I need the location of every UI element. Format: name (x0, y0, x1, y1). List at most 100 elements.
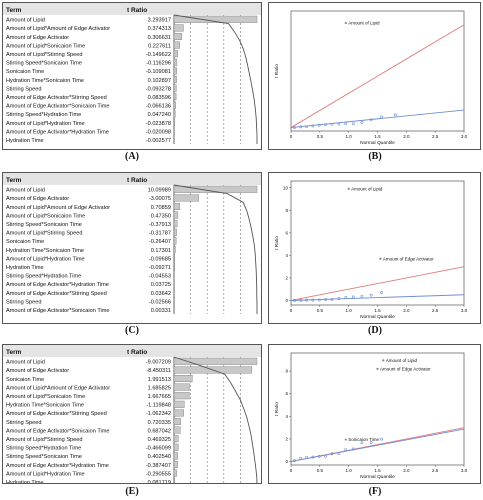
pareto-term-label: Sonicaion Time (6, 239, 44, 245)
pareto-term-label: Amount of Edge Activator*Sonicaion Time (6, 428, 110, 434)
red-reference-line (290, 24, 465, 128)
pareto-term-label: Amount of Edge Activator (6, 35, 69, 41)
pareto-value-label: -0.116296 (146, 61, 171, 67)
pareto-value-label: -0.04553 (149, 274, 171, 280)
pareto-bar (173, 41, 180, 49)
pareto-term-label: Hydration Time*Sonicaion Time (6, 248, 84, 254)
pareto-bar (173, 24, 184, 32)
pareto-value-label: -0.387407 (146, 463, 171, 469)
pareto-bar (173, 118, 175, 126)
pareto-value-label: 0.402540 (148, 454, 171, 460)
pareto-bar (173, 136, 175, 144)
pareto-value-label: 10.09989 (148, 188, 171, 194)
data-point (299, 298, 303, 302)
data-point (337, 297, 341, 300)
pareto-bar (173, 288, 175, 296)
pareto-bar (173, 263, 175, 271)
pareto-term-label: Sonicaion Time (6, 377, 44, 383)
pareto-chart-a: Term t Ratio Amount of Lipid 3.293917 Amount… (3, 3, 261, 144)
pareto-bar (173, 15, 258, 23)
x-tick-label: 3.0 (461, 134, 468, 139)
data-point (317, 454, 321, 458)
x-tick-label: 1.5 (374, 468, 381, 473)
data-point (293, 299, 296, 302)
pareto-term-label: Amount of Lipid*Hydration Time (6, 256, 85, 262)
normal-plot-panel-b: 0 0.5 1.0 1.5 2.0 2.5 3.0 Normal Quantile t Rati… (268, 2, 481, 150)
pareto-bar (173, 443, 179, 451)
pareto-bar (173, 435, 179, 443)
x-tick-label: 0.5 (317, 308, 324, 313)
x-tick-label: 2.5 (432, 134, 439, 139)
pareto-value-label: 0.70859 (151, 205, 171, 211)
pareto-term-label: Hydration Time (6, 138, 44, 144)
pareto-value-label: -0.466099 (146, 446, 171, 452)
pareto-bar (173, 478, 175, 483)
pareto-bar (173, 93, 177, 101)
caption-c: (C) (125, 325, 139, 336)
pareto-value-label: 1.991513 (148, 377, 171, 383)
plot-frame (290, 180, 465, 306)
data-point (330, 297, 334, 301)
data-point (380, 291, 383, 294)
point-annotation: Amount of Lipid (386, 358, 418, 363)
y-axis-label: t Ratio (274, 236, 280, 250)
pareto-bar (173, 75, 177, 83)
data-point (351, 122, 355, 125)
data-point (380, 115, 383, 119)
data-point (305, 125, 308, 129)
x-tick-label: 0.5 (317, 134, 324, 139)
pareto-header-ratio: t Ratio (127, 177, 147, 184)
pareto-value-label: -8.450311 (146, 368, 171, 374)
pareto-chart-c: Term t Ratio Amount of Lipid 10.09989 Amount… (3, 173, 261, 314)
pareto-term-label: Sonicaion Time (6, 69, 44, 75)
pareto-term-label: Hydration Time (6, 265, 44, 271)
y-tick-label: 0 (285, 298, 288, 303)
x-tick-label: 3.0 (461, 468, 468, 473)
data-point (330, 122, 334, 126)
x-tick-label: 0 (290, 468, 293, 473)
pareto-bar (173, 271, 175, 279)
pareto-bar (173, 280, 175, 288)
pareto-bar (173, 254, 175, 262)
pareto-term-label: Amount of Lipid*Amount of Edge Activator (6, 26, 110, 32)
pareto-value-label: -0.09271 (149, 265, 171, 271)
data-point (311, 455, 315, 459)
pareto-bar (173, 185, 258, 193)
x-tick-label: 2.0 (403, 468, 410, 473)
data-point (305, 298, 308, 302)
blue-reference-line (290, 428, 465, 463)
pareto-value-label: -0.31787 (149, 231, 171, 237)
pareto-term-label: Stirring Speed (6, 299, 41, 305)
x-tick-label: 2.0 (403, 308, 410, 313)
pareto-value-label: -0.09685 (149, 256, 171, 262)
pareto-term-label: Amount of Edge Activator*Hydration Time (6, 129, 109, 135)
x-tick-label: 1.0 (346, 134, 353, 139)
x-tick-label: 0.5 (317, 468, 324, 473)
pareto-bar (173, 426, 181, 434)
pareto-bar (173, 228, 177, 236)
pareto-bar (173, 357, 258, 365)
pareto-term-label: Stirring Speed (6, 420, 41, 426)
pareto-header-bg (3, 3, 261, 15)
data-point (351, 447, 355, 451)
pareto-term-label: Amount of Lipid*Hydration Time (6, 121, 85, 127)
pareto-term-label: Amount of Lipid (6, 188, 45, 194)
pareto-term-label: Stirring Speed*Sonicaion Time (6, 222, 82, 228)
pareto-value-label: -3.00075 (149, 196, 171, 202)
data-point (324, 298, 328, 301)
pareto-value-label: 0.047240 (148, 112, 171, 118)
pareto-value-label: 0.47350 (151, 213, 171, 219)
data-point (293, 459, 296, 463)
x-tick-label: 2.5 (432, 308, 439, 313)
pareto-bar (173, 127, 175, 135)
pareto-value-label: -0.002577 (146, 138, 171, 144)
pareto-term-label: Stirring Speed*Hydration Time (6, 274, 81, 280)
pareto-bar (173, 460, 178, 468)
x-tick-label: 1.0 (346, 308, 353, 313)
pareto-term-label: Amount of Edge Activator*Stirring Speed (6, 95, 107, 101)
data-point (360, 121, 364, 124)
red-reference-line (290, 266, 465, 301)
data-point (317, 298, 321, 302)
pareto-term-label: Amount of Lipid*Stirring Speed (6, 52, 83, 58)
y-tick-label: 6 (285, 391, 288, 396)
